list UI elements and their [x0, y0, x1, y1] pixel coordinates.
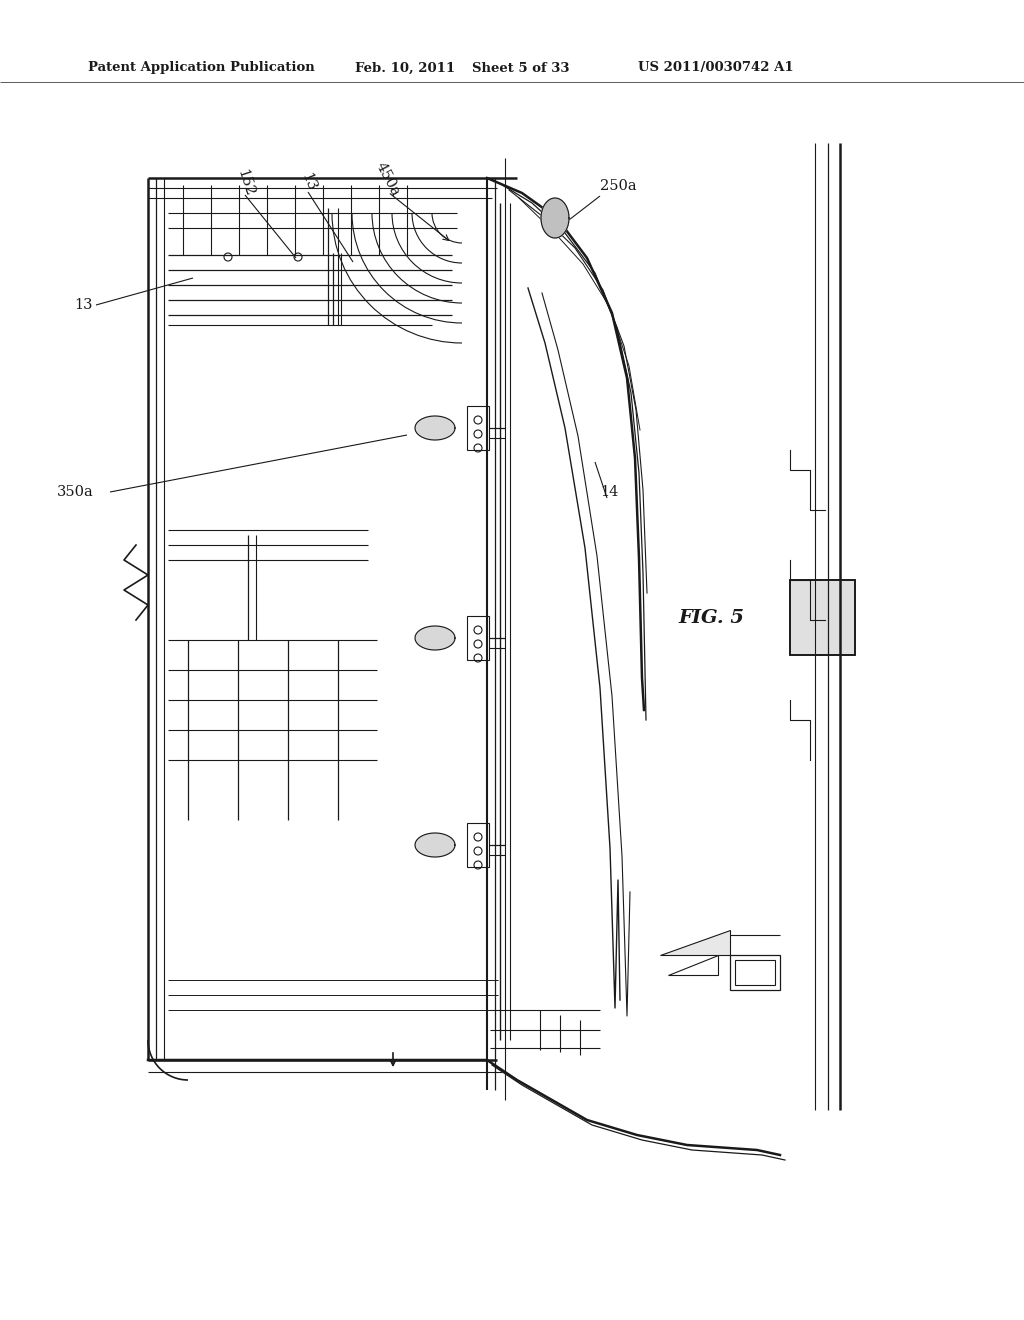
Text: 350a: 350a: [56, 484, 93, 499]
Text: 152: 152: [234, 168, 256, 198]
Bar: [735, 960, 775, 985]
Text: US 2011/0030742 A1: US 2011/0030742 A1: [638, 62, 794, 74]
Text: FIG. 5: FIG. 5: [678, 609, 744, 627]
Polygon shape: [668, 954, 718, 975]
Text: 13: 13: [298, 170, 318, 193]
Bar: [790, 579, 855, 655]
Text: 450a: 450a: [373, 160, 402, 198]
Bar: [467, 616, 489, 660]
Text: Patent Application Publication: Patent Application Publication: [88, 62, 314, 74]
Text: 13: 13: [74, 298, 92, 312]
Text: 14: 14: [600, 484, 618, 499]
Bar: [467, 407, 489, 450]
Polygon shape: [415, 416, 455, 440]
Bar: [730, 954, 780, 990]
Text: Sheet 5 of 33: Sheet 5 of 33: [472, 62, 569, 74]
Polygon shape: [415, 833, 455, 857]
Polygon shape: [660, 931, 730, 954]
Bar: [467, 822, 489, 867]
Polygon shape: [415, 626, 455, 649]
Text: 250a: 250a: [600, 180, 637, 193]
Polygon shape: [541, 198, 569, 238]
Bar: [790, 579, 855, 655]
Text: Feb. 10, 2011: Feb. 10, 2011: [355, 62, 455, 74]
